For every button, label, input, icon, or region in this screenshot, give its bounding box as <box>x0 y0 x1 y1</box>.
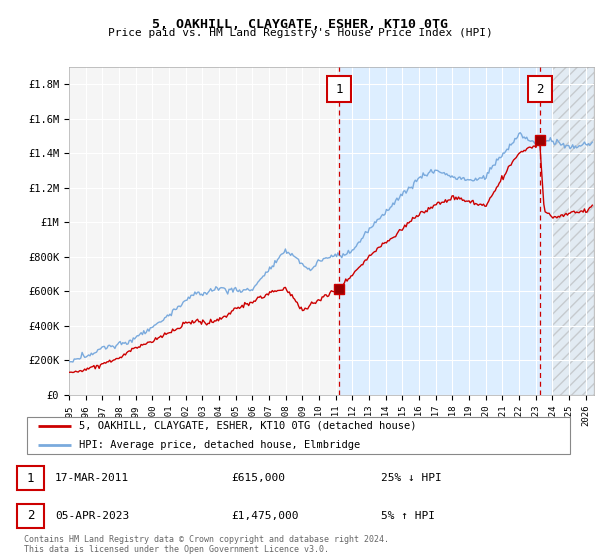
Text: 1: 1 <box>335 82 343 96</box>
Bar <box>553 67 594 395</box>
Text: 25% ↓ HPI: 25% ↓ HPI <box>380 473 442 483</box>
Text: £1,475,000: £1,475,000 <box>231 511 298 521</box>
Bar <box>17 466 44 490</box>
Text: This data is licensed under the Open Government Licence v3.0.: This data is licensed under the Open Gov… <box>24 545 329 554</box>
Text: HPI: Average price, detached house, Elmbridge: HPI: Average price, detached house, Elmb… <box>79 440 361 450</box>
Bar <box>540 67 553 395</box>
Bar <box>69 67 339 395</box>
Text: 5% ↑ HPI: 5% ↑ HPI <box>380 511 434 521</box>
Text: 2: 2 <box>536 82 544 96</box>
Text: £615,000: £615,000 <box>231 473 285 483</box>
Text: 5, OAKHILL, CLAYGATE, ESHER, KT10 0TG: 5, OAKHILL, CLAYGATE, ESHER, KT10 0TG <box>152 18 448 31</box>
Text: Contains HM Land Registry data © Crown copyright and database right 2024.: Contains HM Land Registry data © Crown c… <box>24 535 389 544</box>
Text: 1: 1 <box>26 472 34 484</box>
Text: 05-APR-2023: 05-APR-2023 <box>55 511 130 521</box>
Text: Price paid vs. HM Land Registry's House Price Index (HPI): Price paid vs. HM Land Registry's House … <box>107 28 493 38</box>
Bar <box>339 67 540 395</box>
Text: 5, OAKHILL, CLAYGATE, ESHER, KT10 0TG (detached house): 5, OAKHILL, CLAYGATE, ESHER, KT10 0TG (d… <box>79 421 416 431</box>
Text: 17-MAR-2011: 17-MAR-2011 <box>55 473 130 483</box>
FancyBboxPatch shape <box>528 76 552 102</box>
Text: 2: 2 <box>26 510 34 522</box>
FancyBboxPatch shape <box>327 76 351 102</box>
Bar <box>17 504 44 528</box>
